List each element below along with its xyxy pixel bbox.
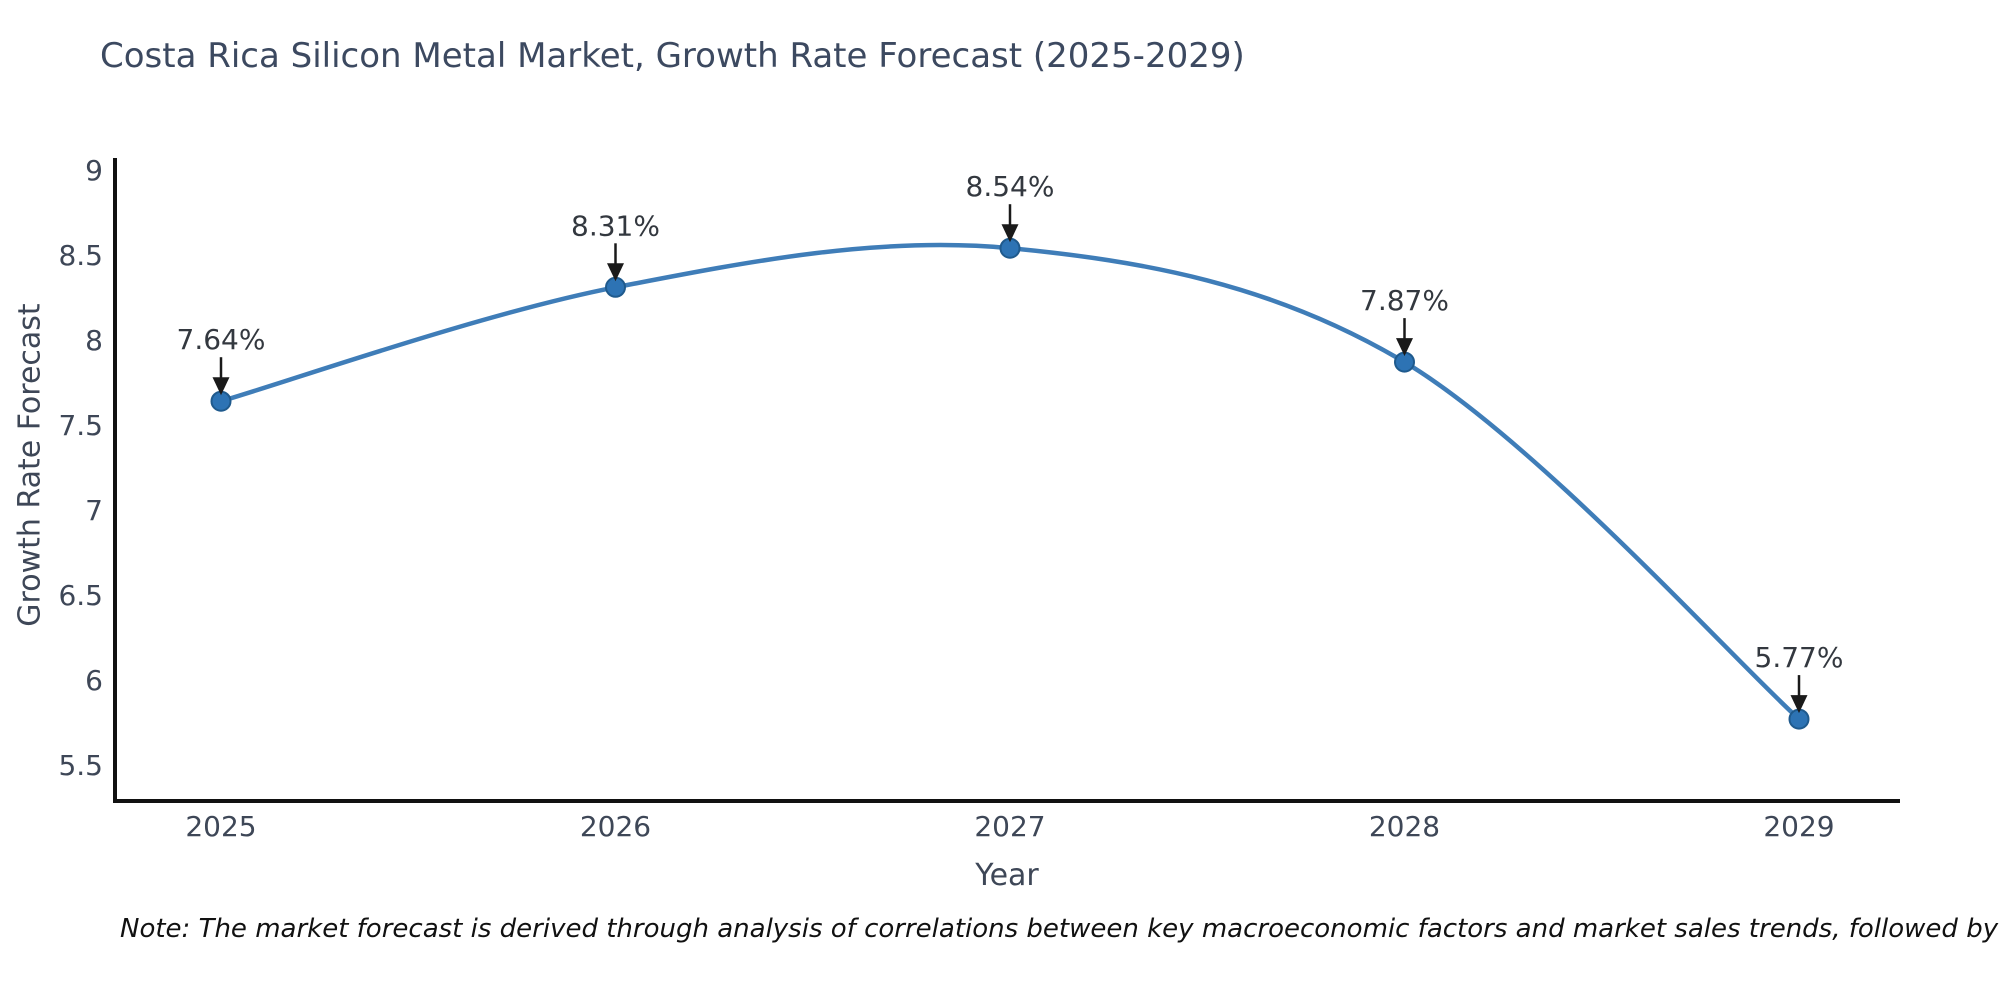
- annotation-label: 7.64%: [177, 323, 266, 356]
- x-tick-label: 2026: [580, 810, 651, 843]
- chart-title: Costa Rica Silicon Metal Market, Growth …: [100, 36, 1245, 76]
- annotation-arrow-head: [607, 263, 624, 282]
- x-tick-label: 2029: [1763, 810, 1834, 843]
- y-tick-label: 6: [85, 664, 103, 697]
- annotation-arrow-head: [1790, 695, 1808, 714]
- x-tick-label: 2025: [185, 810, 256, 843]
- annotation-arrow-head: [1396, 338, 1413, 357]
- y-tick-label: 6.5: [58, 579, 103, 612]
- y-tick-label: 9: [85, 154, 103, 187]
- y-tick-label: 7.5: [58, 409, 103, 442]
- annotation-label: 7.87%: [1360, 284, 1449, 317]
- y-tick-label: 7: [85, 494, 103, 527]
- annotation-label: 8.54%: [966, 170, 1055, 203]
- x-tick-label: 2028: [1369, 810, 1440, 843]
- y-tick-label: 8: [85, 324, 103, 357]
- series-line: [218, 242, 1802, 722]
- annotation-arrow-head: [212, 377, 230, 396]
- y-tick-label: 5.5: [58, 749, 103, 782]
- x-axis-title: Year: [975, 858, 1039, 893]
- y-tick-label: 8.5: [58, 239, 103, 272]
- footnote: Note: The market forecast is derived thr…: [120, 914, 2000, 944]
- annotation-label: 8.31%: [571, 209, 660, 242]
- annotation-arrow-head: [1001, 224, 1019, 243]
- x-tick-label: 2027: [974, 810, 1045, 843]
- annotation-label: 5.77%: [1755, 641, 1844, 674]
